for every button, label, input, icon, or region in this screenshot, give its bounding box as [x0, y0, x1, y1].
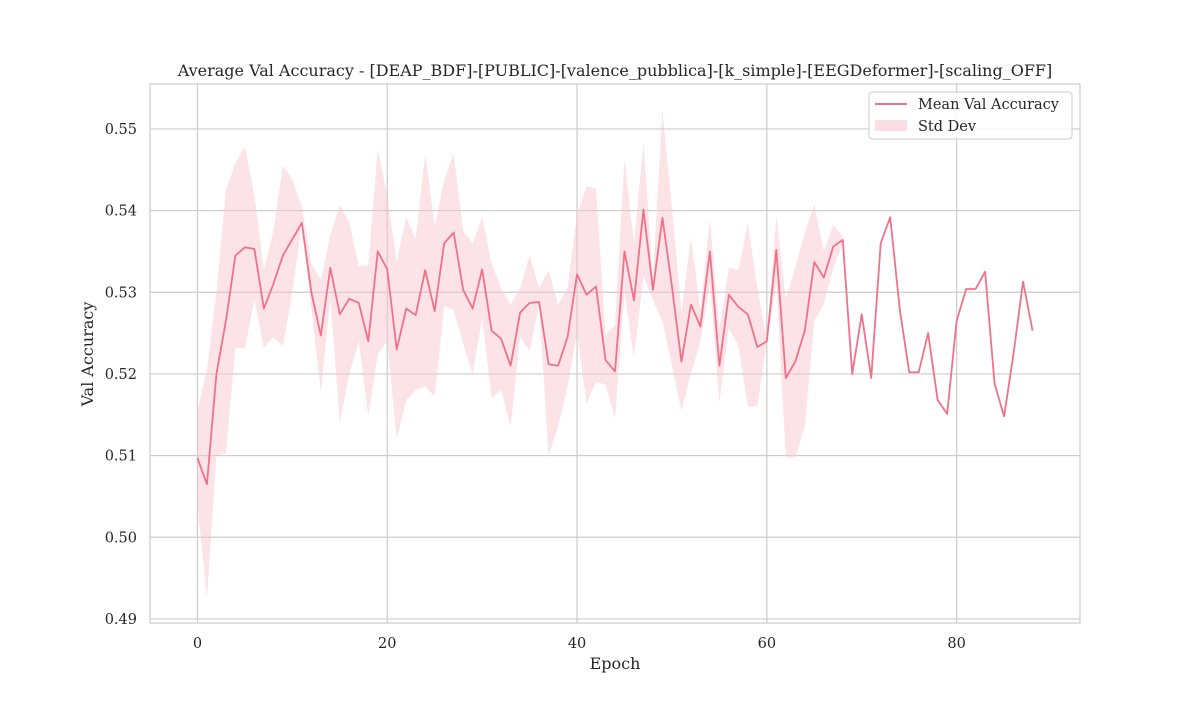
y-axis-title: Val Accuracy: [78, 302, 97, 408]
y-tick-labels: 0.49 0.50 0.51 0.52 0.53 0.54 0.55: [105, 122, 137, 628]
x-tick-label: 80: [947, 636, 965, 652]
legend-label-mean: Mean Val Accuracy: [918, 97, 1060, 113]
y-tick-label: 0.50: [105, 530, 137, 546]
legend-box: [868, 91, 1073, 140]
y-tick-label: 0.54: [105, 204, 137, 220]
plot-frame: [149, 83, 1081, 624]
x-tick-label: 0: [193, 636, 202, 652]
x-tick-label: 40: [568, 636, 586, 652]
y-tick-label: 0.55: [105, 122, 137, 138]
legend-band-swatch: [875, 120, 907, 131]
y-tick-label: 0.51: [105, 449, 137, 465]
x-axis-title: Epoch: [590, 654, 641, 673]
legend: Mean Val Accuracy Std Dev: [868, 91, 1073, 140]
x-tick-label: 20: [378, 636, 396, 652]
chart-title: Average Val Accuracy - [DEAP_BDF]-[PUBLI…: [177, 61, 1053, 80]
legend-label-std: Std Dev: [918, 119, 977, 135]
y-tick-label: 0.49: [105, 612, 137, 628]
gridlines: [150, 84, 1080, 623]
y-tick-label: 0.53: [105, 285, 137, 301]
x-tick-label: 60: [758, 636, 776, 652]
mean-val-accuracy-line: [196, 208, 1034, 486]
mean-line-layer: [196, 208, 1034, 486]
y-tick-label: 0.52: [105, 367, 137, 383]
plot-area: [150, 84, 1080, 623]
x-tick-labels: 0 20 40 60 80: [193, 636, 966, 652]
